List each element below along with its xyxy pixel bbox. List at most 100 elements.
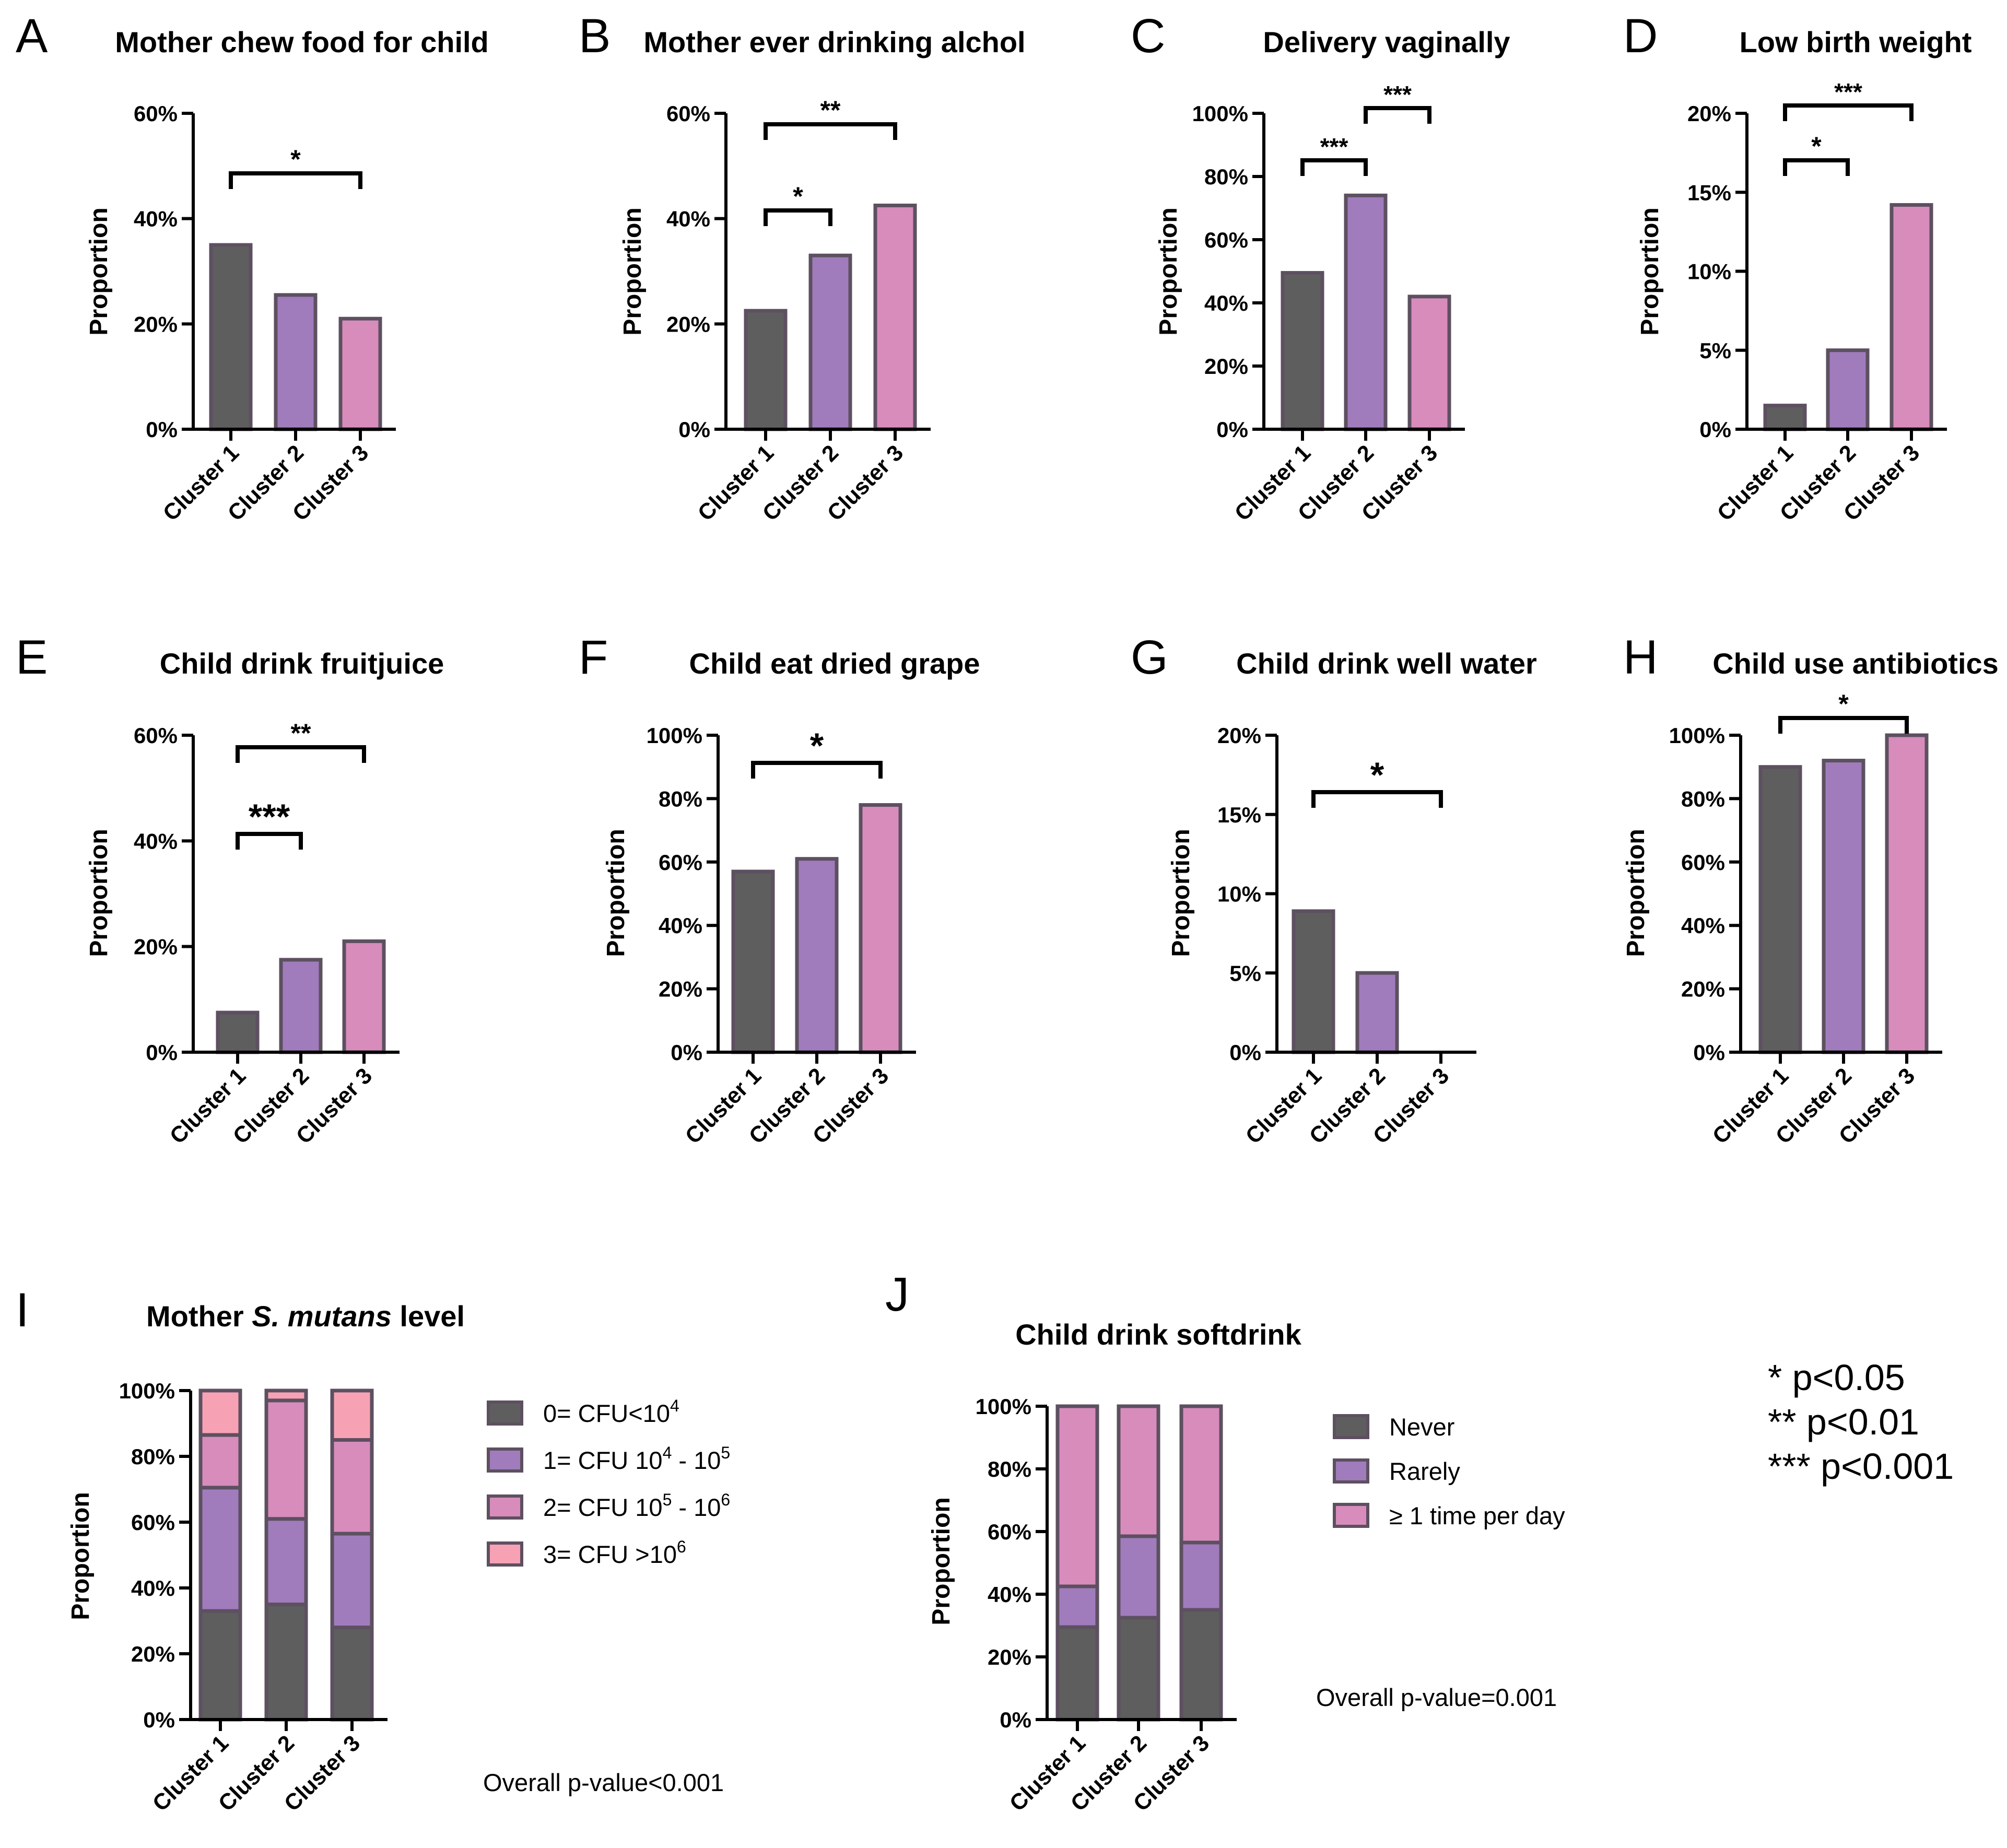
legend-swatch: [487, 1494, 523, 1520]
y-tick-label: 60%: [666, 101, 710, 126]
stack-segment-cluster-2-series-1: [1117, 1616, 1160, 1722]
stack-segment-cluster-1-series-4: [198, 1388, 242, 1437]
bar-cluster-1: [216, 1010, 260, 1054]
stack-segment-cluster-3-series-4: [330, 1388, 374, 1442]
stack-segment-cluster-1-series-3: [198, 1433, 242, 1490]
significance-bracket: [1783, 158, 1850, 176]
y-tick-label: 20%: [659, 977, 702, 1002]
legend-label: Never: [1389, 1413, 1454, 1441]
y-tick-label: 0%: [1000, 1708, 1031, 1732]
y-tick-label: 40%: [134, 829, 178, 853]
overall-p-value: Overall p-value=0.001: [1316, 1684, 1557, 1711]
y-tick-label: 20%: [134, 935, 178, 959]
title-part: level: [392, 1300, 465, 1333]
y-tick-label: 100%: [1669, 723, 1725, 748]
y-axis-label: Proportion: [619, 207, 647, 335]
y-tick-label: 15%: [1687, 180, 1731, 205]
panel-letter: H: [1623, 631, 1658, 684]
y-tick-label: 40%: [659, 913, 702, 938]
legend-label: 3= CFU >106: [543, 1537, 686, 1568]
bar-cluster-2: [1822, 759, 1865, 1054]
panel-title: Delivery vaginally: [1263, 26, 1510, 58]
bar-cluster-1: [744, 309, 788, 431]
y-tick-label: 80%: [131, 1444, 175, 1469]
panel-title: Child drink fruitjuice: [160, 647, 444, 680]
panel-i: I Mother S. mutans level 0% 20% 40% 60% 80% 100…: [16, 1284, 730, 1816]
y-axis-label: Proportion: [602, 829, 630, 957]
legend-swatch: [487, 1447, 523, 1473]
y-tick-label: 60%: [131, 1510, 175, 1535]
y-tick-label: 20%: [988, 1645, 1031, 1669]
stack-segment-cluster-2-series-2: [1117, 1534, 1160, 1620]
y-tick-label: 15%: [1217, 803, 1261, 827]
bar-cluster-3: [1889, 203, 1933, 431]
significance-label: *: [793, 182, 803, 211]
stack-segment-cluster-3-series-1: [330, 1626, 374, 1722]
significance-label: *: [1811, 132, 1822, 161]
bar-cluster-1: [1758, 765, 1802, 1054]
panel-letter: A: [16, 9, 48, 63]
y-tick-label: 80%: [1204, 164, 1248, 189]
significance-bracket: [229, 171, 362, 189]
panel-letter: D: [1623, 9, 1658, 63]
y-tick-label: 10%: [1217, 882, 1261, 907]
bar-cluster-2: [274, 293, 318, 431]
y-tick-label: 80%: [1681, 786, 1725, 811]
stack-segment-cluster-1-series-3: [1055, 1404, 1099, 1588]
stack-segment-cluster-1-series-1: [1055, 1625, 1099, 1722]
legend-superscript: 6: [677, 1537, 686, 1556]
significance-label: ***: [1320, 133, 1348, 160]
significance-bracket: [236, 745, 366, 763]
y-tick-label: 0%: [678, 417, 710, 442]
panel-title: Low birth weight: [1740, 26, 1972, 58]
stack-segment-cluster-2-series-4: [264, 1388, 308, 1403]
legend-swatch: [487, 1400, 523, 1426]
y-tick-label: 20%: [1687, 101, 1731, 126]
y-axis-label: Proportion: [1155, 207, 1182, 335]
bar-cluster-1: [1281, 271, 1324, 431]
stack-segment-cluster-2-series-2: [264, 1517, 308, 1606]
significance-bracket: [764, 122, 897, 140]
stack-segment-cluster-1-series-2: [1055, 1584, 1099, 1629]
legend-superscript: 4: [663, 1443, 672, 1462]
bar-cluster-3: [338, 316, 382, 431]
significance-bracket: [1364, 106, 1431, 124]
overall-p-value: Overall p-value<0.001: [483, 1769, 724, 1796]
panel-f: F Child eat dried grape 0% 20% 40% 60% 80% 100%…: [579, 631, 980, 1149]
y-tick-label: 100%: [119, 1379, 175, 1403]
bar-cluster-3: [859, 803, 902, 1054]
bar-cluster-2: [1344, 193, 1388, 431]
significance-key-line: ** p<0.01: [1768, 1402, 1919, 1442]
y-tick-label: 20%: [1217, 723, 1261, 748]
y-tick-label: 0%: [1216, 417, 1248, 442]
legend-label: Rarely: [1389, 1457, 1460, 1485]
y-tick-label: 40%: [666, 207, 710, 231]
legend-label: 0= CFU<104: [543, 1396, 679, 1427]
panel-b: B Mother ever drinking alchol 0% 20% 40% 60% P…: [579, 9, 1026, 526]
panel-letter: I: [16, 1284, 29, 1337]
bar-cluster-1: [1763, 404, 1807, 431]
stack-segment-cluster-3-series-3: [1179, 1404, 1223, 1545]
y-tick-label: 80%: [988, 1457, 1031, 1481]
y-tick-label: 40%: [131, 1576, 175, 1600]
significance-label: ***: [249, 797, 290, 837]
legend-text-part: 3= CFU >10: [543, 1540, 677, 1568]
y-tick-label: 0%: [143, 1708, 175, 1732]
stack-segment-cluster-3-series-2: [330, 1532, 374, 1630]
legend-superscript: 5: [663, 1490, 672, 1509]
significance-label: ***: [1834, 78, 1862, 105]
significance-label: *: [810, 726, 824, 766]
y-tick-label: 60%: [134, 101, 178, 126]
significance-key: * p<0.05** p<0.01*** p<0.001: [1768, 1357, 1954, 1487]
stack-segment-cluster-1-series-1: [198, 1609, 242, 1722]
significance-label: *: [290, 145, 301, 174]
legend-text-part: - 10: [672, 1493, 721, 1521]
y-axis-label: Proportion: [85, 207, 113, 335]
panel-title: Child drink softdrink: [1015, 1318, 1301, 1351]
y-tick-label: 10%: [1687, 260, 1731, 284]
panel-letter: C: [1131, 9, 1165, 63]
legend-text-part: - 10: [672, 1446, 721, 1474]
y-tick-label: 100%: [647, 723, 702, 748]
legend-label: 2= CFU 105 - 106: [543, 1490, 730, 1521]
y-tick-label: 60%: [988, 1520, 1031, 1544]
